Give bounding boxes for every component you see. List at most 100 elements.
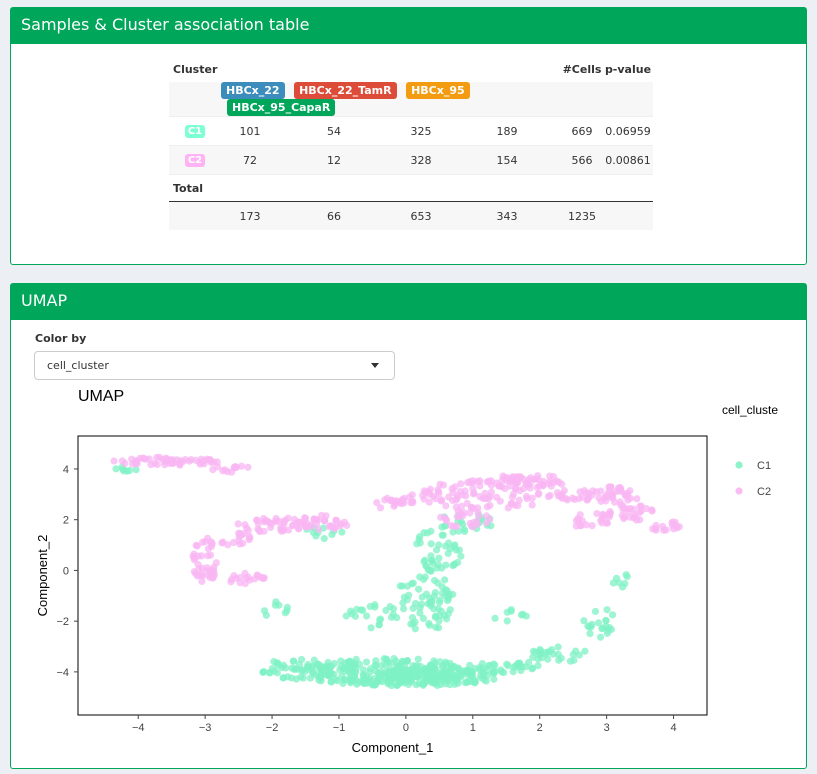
point-c1 <box>603 606 611 614</box>
point-c1 <box>279 661 288 669</box>
point-c2 <box>633 495 641 503</box>
point-c1 <box>515 659 523 668</box>
point-c1 <box>566 657 575 665</box>
point-c2 <box>553 477 561 485</box>
point-c1 <box>274 661 282 669</box>
point-c1 <box>436 596 444 604</box>
point-c1 <box>396 582 404 590</box>
point-c1 <box>430 605 438 613</box>
point-c2 <box>425 498 433 506</box>
point-c1 <box>427 527 435 535</box>
point-c2 <box>230 572 238 580</box>
point-c1 <box>517 611 526 619</box>
point-c2 <box>260 574 268 582</box>
x-tick-label: 4 <box>670 722 676 734</box>
point-c1 <box>427 567 435 575</box>
point-c1 <box>417 600 426 608</box>
point-c1 <box>387 681 396 690</box>
point-c2 <box>528 501 536 509</box>
point-c2 <box>609 491 617 499</box>
point-c1 <box>426 621 434 629</box>
total-row: 173 66 653 343 1235 <box>169 201 653 230</box>
point-c2 <box>198 577 206 586</box>
point-c2 <box>479 494 487 503</box>
point-c2 <box>603 519 611 527</box>
point-c2 <box>486 492 494 501</box>
point-c2 <box>533 483 541 492</box>
point-c1 <box>461 679 469 687</box>
point-c2 <box>597 517 605 525</box>
point-c1 <box>384 676 392 684</box>
point-c1 <box>351 612 360 620</box>
point-c2 <box>261 517 269 525</box>
point-c1 <box>403 582 411 590</box>
point-c2 <box>512 485 520 493</box>
point-c2 <box>244 463 252 471</box>
point-c1 <box>308 668 316 676</box>
point-c1 <box>320 663 328 671</box>
point-c1 <box>490 675 498 683</box>
point-c2 <box>408 491 416 499</box>
point-c2 <box>198 538 207 547</box>
table-cell: 0.06959 <box>603 116 653 146</box>
point-c1 <box>283 603 291 611</box>
point-c1 <box>373 678 381 686</box>
point-c1 <box>314 663 322 671</box>
x-tick-label: −4 <box>132 722 145 734</box>
point-c1 <box>425 673 433 682</box>
point-c2 <box>245 536 253 544</box>
point-c1 <box>438 583 446 591</box>
point-c1 <box>449 528 457 536</box>
point-c1 <box>441 680 450 688</box>
point-c2 <box>514 473 522 481</box>
point-c2 <box>206 456 214 464</box>
sample-header-row: HBCx_22 HBCx_22_TamR HBCx_95 HBCx_95_Cap… <box>169 82 653 117</box>
point-c1 <box>544 655 552 663</box>
point-c1 <box>438 662 446 670</box>
point-c2 <box>393 498 401 506</box>
point-c1 <box>317 670 326 678</box>
point-c2 <box>457 480 465 488</box>
point-c2 <box>507 500 515 508</box>
point-c1 <box>288 664 296 672</box>
point-c2 <box>310 515 318 523</box>
point-c1 <box>618 583 627 591</box>
point-c1 <box>444 539 453 547</box>
point-c2 <box>486 501 494 510</box>
color-by-select[interactable]: cell_cluster <box>34 351 395 380</box>
table-cell: 325 <box>389 116 453 146</box>
point-c1 <box>448 666 456 674</box>
table-cell: 189 <box>453 116 561 146</box>
point-c1 <box>328 670 336 678</box>
point-c2 <box>432 495 440 503</box>
point-c1 <box>602 617 610 625</box>
table-cell: 173 <box>221 201 279 230</box>
x-tick-label: −1 <box>333 722 346 734</box>
point-c1 <box>351 661 359 669</box>
table-cell: 1235 <box>561 201 603 230</box>
point-c2 <box>229 538 238 547</box>
association-box-title: Samples & Cluster association table <box>11 8 806 44</box>
legend-label-c2: C2 <box>757 486 771 498</box>
point-c1 <box>336 666 344 674</box>
point-c2 <box>572 517 581 525</box>
point-c2 <box>636 502 644 510</box>
point-c1 <box>580 617 588 625</box>
point-c1 <box>416 662 425 670</box>
x-tick-label: 0 <box>403 722 409 734</box>
point-c1 <box>262 611 270 619</box>
point-c1 <box>289 657 297 665</box>
point-c2 <box>508 493 517 501</box>
point-c2 <box>450 522 458 530</box>
point-c1 <box>328 530 336 539</box>
point-c2 <box>147 461 155 469</box>
point-c1 <box>367 624 375 632</box>
cluster-header: Cluster <box>173 62 218 76</box>
point-c2 <box>207 543 215 551</box>
point-c1 <box>297 655 306 664</box>
point-c2 <box>373 499 381 507</box>
point-c2 <box>267 520 275 528</box>
point-c1 <box>346 657 354 666</box>
point-c1 <box>352 655 360 663</box>
point-c1 <box>347 607 355 615</box>
